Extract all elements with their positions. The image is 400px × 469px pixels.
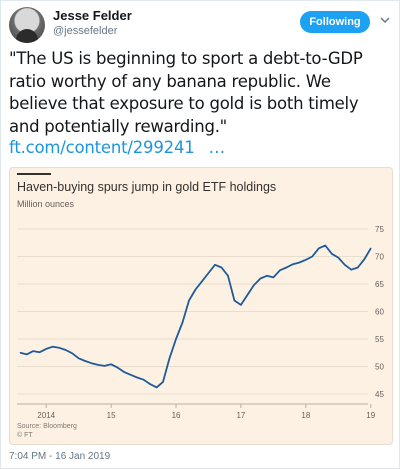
data-point bbox=[331, 253, 333, 255]
chevron-down-icon[interactable] bbox=[379, 14, 391, 26]
chart-source: Source: Bloomberg © FT bbox=[17, 422, 77, 440]
data-point bbox=[279, 269, 281, 271]
y-tick-label: 70 bbox=[375, 253, 384, 262]
gold-etf-line-chart: 45 50 55 60 65 70 75 2014 15 16 17 18 19 bbox=[17, 225, 384, 420]
data-point bbox=[233, 299, 236, 302]
data-point bbox=[324, 244, 326, 247]
y-tick-label: 60 bbox=[375, 308, 384, 317]
data-point bbox=[311, 255, 313, 258]
data-point bbox=[19, 352, 21, 354]
y-tick-label: 75 bbox=[375, 225, 384, 234]
chart-source-text: Source: Bloomberg bbox=[17, 423, 77, 430]
author-handle[interactable]: @jessefelder bbox=[53, 25, 118, 37]
tweet-header: Jesse Felder @jessefelder Following bbox=[1, 1, 399, 47]
data-point bbox=[84, 360, 86, 362]
data-point bbox=[97, 364, 99, 366]
x-tick-label: 15 bbox=[107, 411, 116, 420]
chart-title: Haven-buying spurs jump in gold ETF hold… bbox=[17, 180, 277, 194]
data-point bbox=[259, 277, 262, 280]
x-tick-label: 17 bbox=[236, 411, 245, 420]
data-point bbox=[52, 346, 54, 348]
data-point bbox=[266, 275, 268, 277]
data-point bbox=[149, 383, 151, 385]
chart-card[interactable]: Haven-buying spurs jump in gold ETF hold… bbox=[9, 167, 393, 445]
link-ellipsis[interactable]: … bbox=[208, 138, 226, 157]
article-link-text[interactable]: ft.com/content/299241 bbox=[9, 138, 195, 157]
data-point bbox=[194, 288, 197, 291]
data-point bbox=[91, 362, 93, 364]
data-point bbox=[188, 299, 190, 302]
data-point bbox=[168, 357, 171, 359]
article-link[interactable]: ft.com/content/299241 … bbox=[9, 138, 225, 157]
data-point bbox=[318, 247, 320, 249]
data-point bbox=[363, 258, 365, 260]
x-tick-label: 16 bbox=[172, 411, 181, 420]
data-point bbox=[110, 363, 112, 365]
data-point bbox=[181, 321, 184, 324]
data-point bbox=[175, 338, 177, 340]
chart-title-rule bbox=[17, 173, 51, 175]
avatar[interactable] bbox=[9, 7, 45, 43]
data-point bbox=[104, 365, 106, 367]
data-point bbox=[292, 263, 294, 265]
y-tick-label: 45 bbox=[375, 390, 384, 399]
data-point bbox=[344, 264, 346, 266]
data-point bbox=[337, 257, 339, 259]
data-point bbox=[370, 247, 372, 249]
data-point bbox=[214, 264, 216, 266]
data-point bbox=[357, 266, 359, 269]
data-point bbox=[298, 261, 300, 264]
data-point bbox=[45, 348, 47, 350]
data-point bbox=[117, 367, 119, 369]
tweet-text: "The US is beginning to sport a debt-to-… bbox=[9, 49, 363, 136]
y-tick-label: 55 bbox=[375, 335, 384, 344]
data-point bbox=[220, 266, 223, 269]
data-point bbox=[207, 272, 210, 274]
data-point bbox=[272, 276, 274, 278]
y-tick-label: 50 bbox=[375, 363, 384, 372]
data-point bbox=[155, 386, 158, 388]
chart-copyright: © FT bbox=[17, 432, 33, 439]
data-point bbox=[136, 376, 138, 379]
chart-y-unit-label: Million ounces bbox=[17, 199, 75, 209]
data-point bbox=[123, 371, 125, 373]
tweet-timestamp[interactable]: 7:04 PM - 16 Jan 2019 bbox=[9, 451, 111, 462]
data-point bbox=[129, 374, 132, 376]
data-point bbox=[201, 280, 203, 282]
x-tick-label: 18 bbox=[301, 411, 310, 420]
data-point bbox=[65, 349, 67, 351]
data-point bbox=[227, 275, 229, 277]
data-point bbox=[58, 347, 60, 349]
author-name[interactable]: Jesse Felder bbox=[53, 8, 132, 23]
data-point bbox=[305, 259, 307, 261]
x-tick-label: 19 bbox=[366, 411, 375, 420]
data-point bbox=[39, 351, 41, 353]
data-point bbox=[350, 269, 352, 271]
x-tick-label: 2014 bbox=[37, 411, 55, 420]
following-button[interactable]: Following bbox=[300, 11, 370, 33]
data-point bbox=[246, 294, 249, 296]
data-point bbox=[32, 350, 34, 352]
data-point bbox=[26, 353, 28, 355]
data-point bbox=[71, 352, 73, 354]
data-point bbox=[78, 357, 80, 359]
y-tick-label: 65 bbox=[375, 280, 384, 289]
data-point bbox=[285, 266, 287, 269]
data-point bbox=[142, 379, 145, 381]
data-point bbox=[162, 381, 164, 383]
data-point bbox=[253, 284, 255, 286]
data-point bbox=[240, 304, 242, 306]
